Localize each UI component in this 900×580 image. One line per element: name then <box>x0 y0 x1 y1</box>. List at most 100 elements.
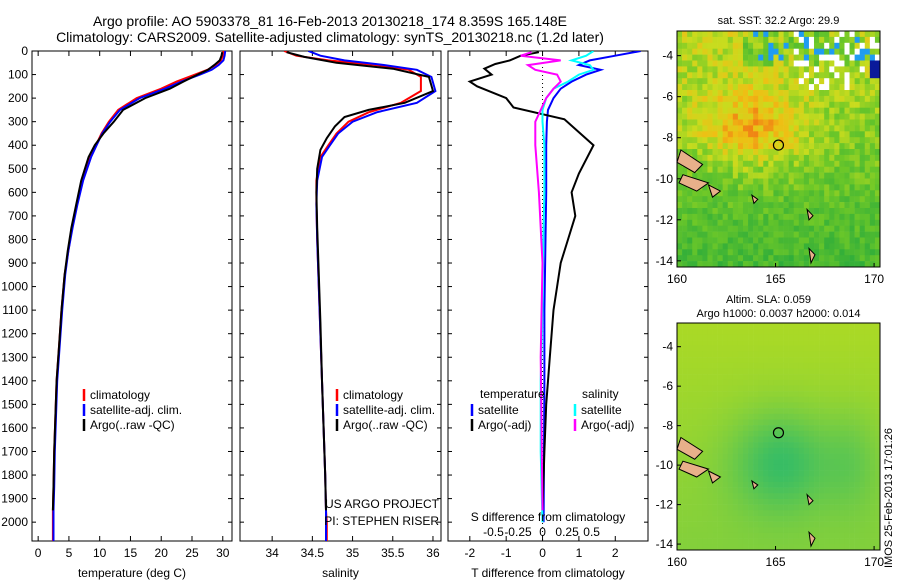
map-cell <box>758 178 764 185</box>
map-cell <box>712 532 718 539</box>
map-cell <box>778 255 784 262</box>
map-cell <box>808 231 815 238</box>
map-cell <box>722 385 729 392</box>
sst-map-frame <box>676 30 881 268</box>
map-cell <box>742 196 749 203</box>
map-cell <box>834 379 840 386</box>
map-cell <box>763 48 769 55</box>
map-cell <box>834 119 840 126</box>
map-cell <box>677 430 683 437</box>
map-cell <box>687 510 693 517</box>
map-cell <box>758 425 764 432</box>
map-cell <box>798 538 805 545</box>
map-cell <box>702 538 708 545</box>
map-cell <box>803 527 810 534</box>
map-cell <box>874 379 881 386</box>
map-cell <box>829 243 835 250</box>
map-cell <box>864 119 871 126</box>
map-cell <box>748 166 754 173</box>
map-cell <box>773 190 779 197</box>
map-cell <box>824 413 830 420</box>
map-cell <box>722 48 729 55</box>
map-cell <box>748 31 754 38</box>
map-cell <box>839 90 845 97</box>
map-cell <box>697 357 703 364</box>
map-cell <box>692 60 698 67</box>
map-cell <box>768 84 774 91</box>
map-cell <box>844 137 850 144</box>
map-cell <box>869 172 876 179</box>
map-cell <box>763 54 769 61</box>
map-cell <box>849 532 855 539</box>
map-cell <box>829 527 835 534</box>
map-cell <box>874 493 881 500</box>
map-cell <box>829 453 835 460</box>
map-cell <box>742 453 749 460</box>
map-cell <box>758 255 764 262</box>
map-cell <box>717 231 723 238</box>
map-cell <box>763 255 769 262</box>
map-cell <box>824 72 830 79</box>
map-cell <box>859 340 866 346</box>
map-cell <box>707 368 713 375</box>
map-cell <box>854 90 861 97</box>
map-cell <box>773 362 779 369</box>
map-cell <box>778 504 784 511</box>
map-cell <box>829 515 835 522</box>
map-cell <box>859 219 866 226</box>
map-cell <box>707 90 713 97</box>
map-cell <box>722 470 729 477</box>
map-cell <box>722 459 729 466</box>
map-cell <box>788 90 795 97</box>
map-cell <box>768 78 774 85</box>
map-cell <box>849 425 855 432</box>
map-cell <box>874 323 881 329</box>
map-cell <box>737 225 744 232</box>
x-tick-label: 170 <box>864 555 884 569</box>
map-cell <box>778 84 784 91</box>
map-cell <box>732 84 739 91</box>
map-cell <box>874 470 881 477</box>
map-cell <box>798 249 805 256</box>
map-cell <box>859 413 866 420</box>
map-cell <box>869 160 876 167</box>
map-cell <box>834 184 840 191</box>
map-cell <box>854 113 861 120</box>
map-cell <box>773 493 779 500</box>
map-cell <box>742 385 749 392</box>
map-cell <box>783 328 789 335</box>
map-cell <box>702 107 708 114</box>
map-cell <box>798 391 805 398</box>
map-cell <box>839 493 845 500</box>
map-cell <box>824 345 830 352</box>
map-cell <box>854 54 861 61</box>
map-cell <box>834 131 840 138</box>
map-cell <box>834 442 840 449</box>
map-cell <box>834 402 840 409</box>
map-cell <box>707 101 713 108</box>
map-cell <box>869 60 876 67</box>
map-cell <box>742 90 749 97</box>
map-cell <box>697 255 703 262</box>
map-cell <box>869 464 876 471</box>
map-cell <box>753 42 759 49</box>
map-cell <box>737 31 744 38</box>
map-cell <box>737 538 744 545</box>
map-cell <box>824 172 830 179</box>
map-cell <box>768 95 774 103</box>
map-cell <box>788 36 795 44</box>
map-cell <box>839 470 845 477</box>
map-cell <box>874 107 881 114</box>
map-cell <box>763 149 769 156</box>
map-cell <box>722 113 729 120</box>
map-cell <box>854 351 861 358</box>
map-cell <box>854 154 861 162</box>
map-cell <box>798 231 805 238</box>
map-cell <box>793 225 800 232</box>
map-cell <box>702 476 708 483</box>
map-cell <box>824 538 830 545</box>
map-cell <box>814 345 820 352</box>
map-cell <box>722 396 729 403</box>
map-cell <box>803 413 810 420</box>
y-tick-label: -10 <box>656 172 674 186</box>
